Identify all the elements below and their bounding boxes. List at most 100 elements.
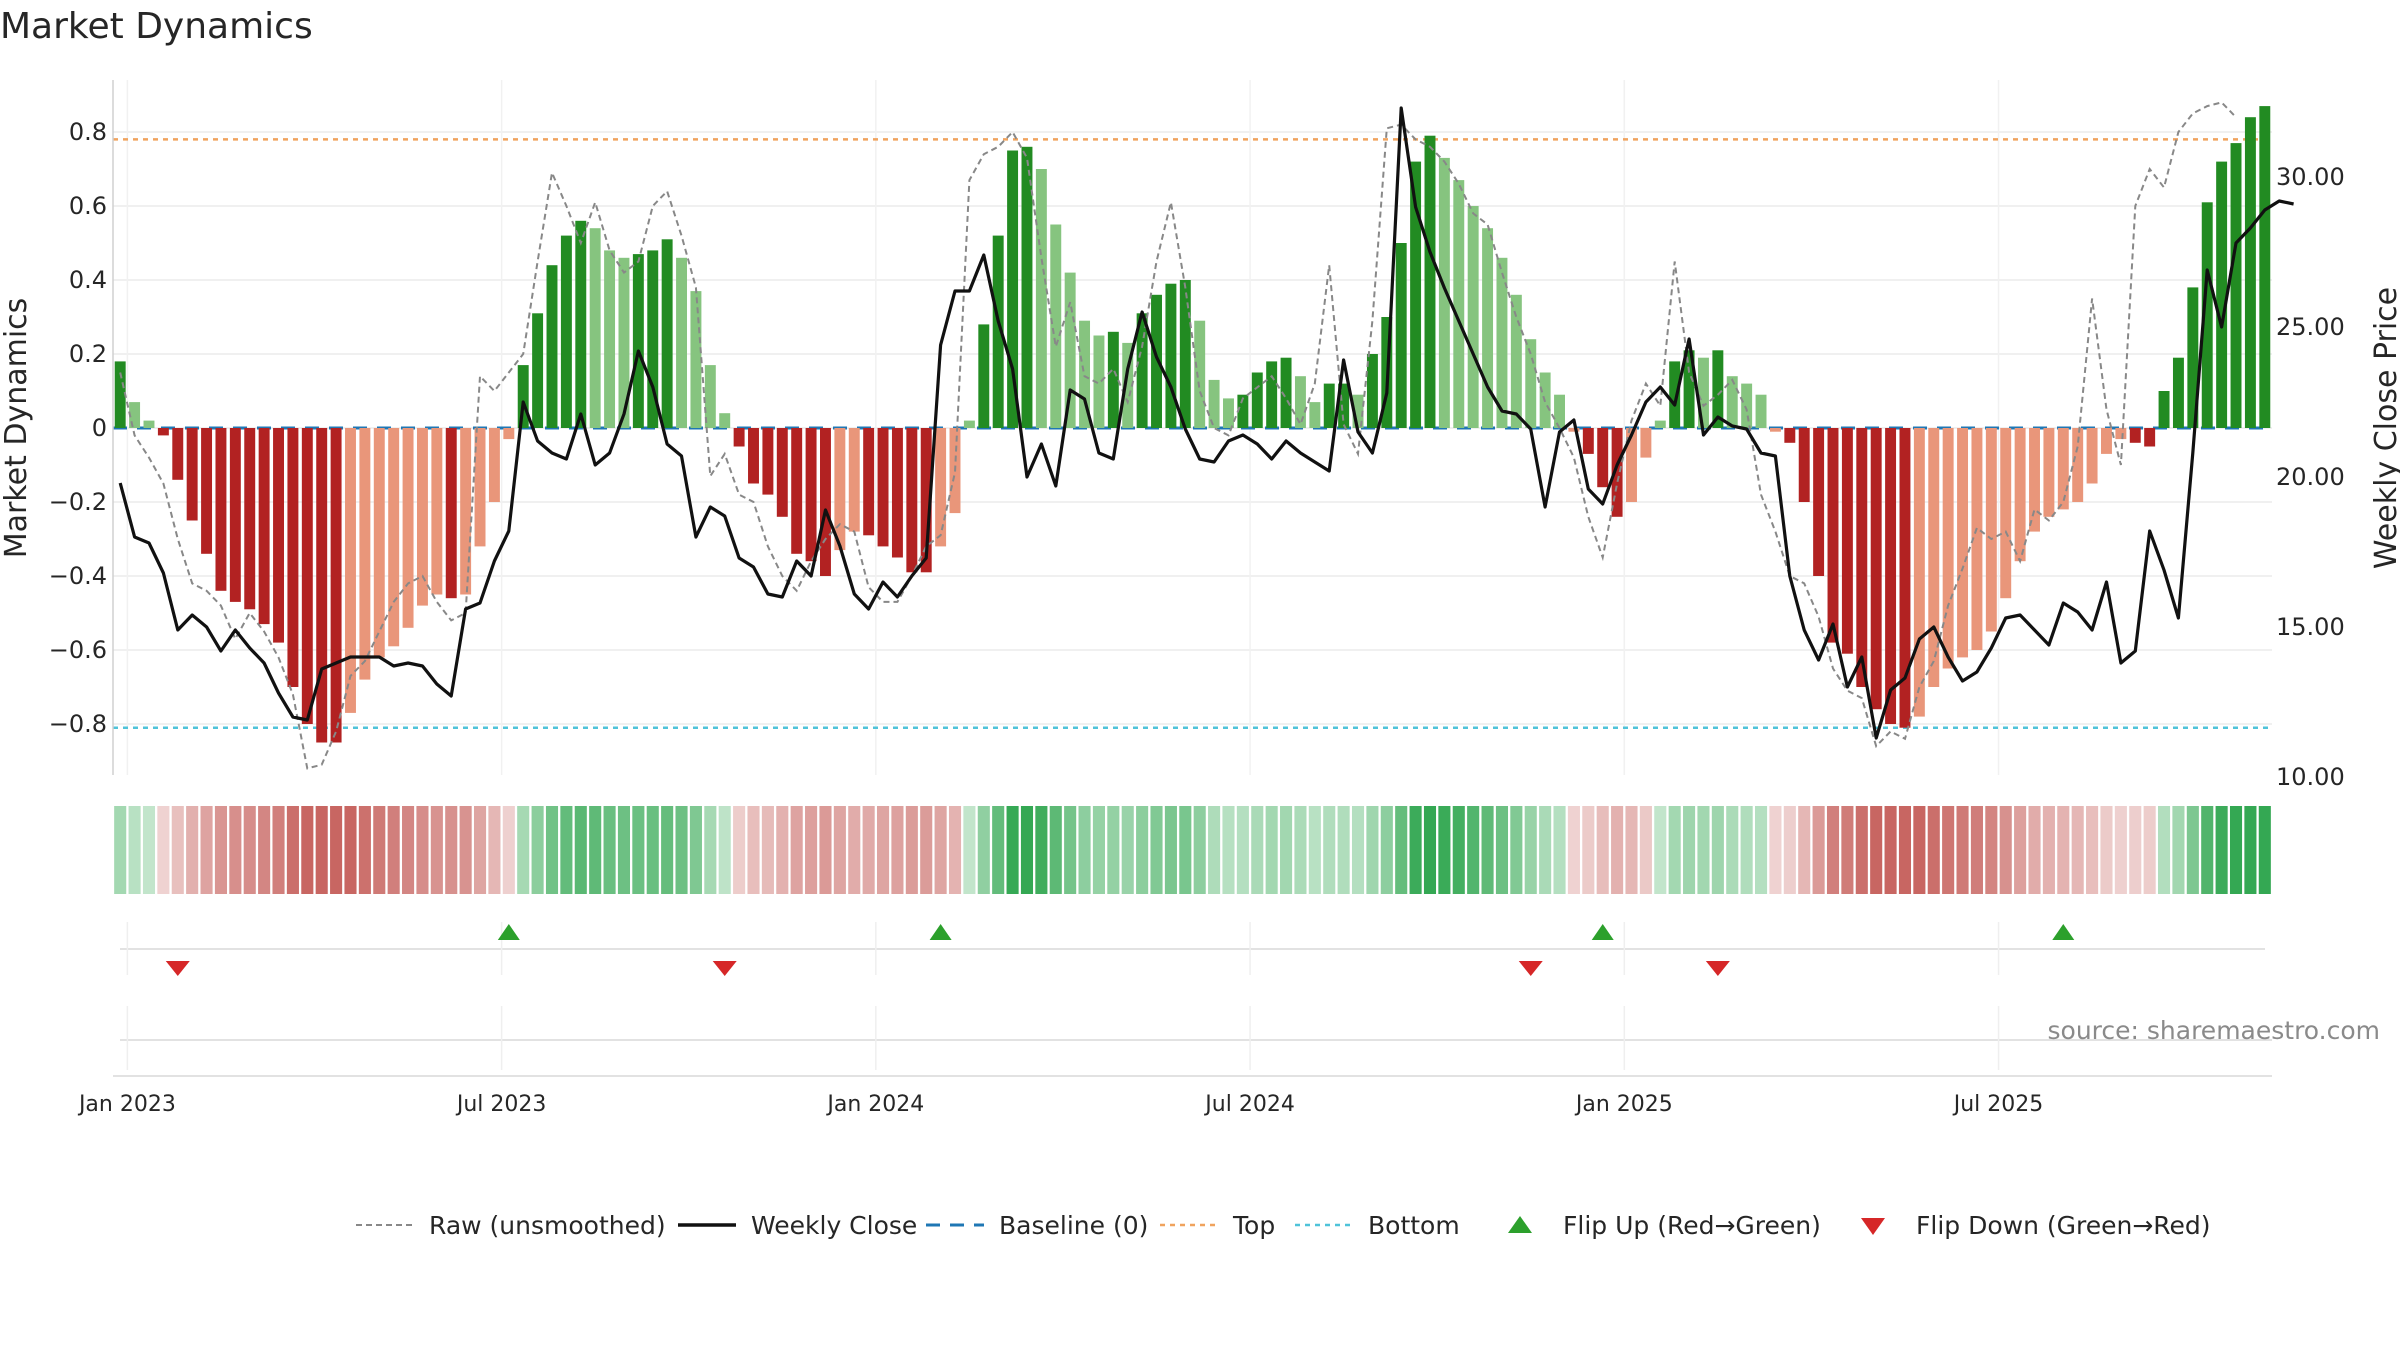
regime-cell — [833, 806, 846, 894]
regime-cell — [1495, 806, 1509, 894]
bar — [503, 428, 515, 440]
bar — [1510, 294, 1522, 428]
flip-up-marker — [497, 924, 520, 940]
x-tick-label: Jul 2024 — [1203, 1092, 1295, 1117]
bar — [258, 428, 270, 625]
regime-cell — [243, 806, 256, 894]
legend-item: Top — [1160, 1211, 1275, 1240]
regime-cell — [373, 806, 386, 894]
bar — [546, 265, 558, 428]
bar — [575, 220, 587, 428]
regime-cell — [1078, 806, 1091, 894]
bar — [690, 291, 702, 428]
bar — [143, 420, 155, 428]
bar — [388, 428, 400, 647]
bar — [2029, 428, 2040, 532]
bar — [1741, 383, 1753, 428]
bar — [1151, 294, 1162, 428]
bar — [460, 428, 472, 595]
bar — [704, 365, 716, 428]
bar — [1410, 161, 1422, 428]
regime-cell — [114, 806, 127, 894]
regime-cell — [1985, 806, 1998, 894]
flip-down-marker — [165, 961, 190, 976]
bar — [604, 250, 616, 428]
bar — [661, 239, 673, 428]
bar — [1568, 428, 1580, 432]
bar — [1885, 428, 1897, 724]
bar — [1640, 428, 1652, 458]
regime-cell — [876, 806, 890, 894]
bar — [345, 428, 356, 713]
regime-cell — [1179, 806, 1192, 894]
bar — [1467, 206, 1479, 428]
regime-cell — [776, 806, 789, 894]
flip-markers-panel — [113, 922, 2272, 1077]
regime-cell — [1193, 806, 1206, 894]
regime-cell — [2186, 806, 2199, 894]
bar — [2187, 287, 2199, 428]
regime-cell — [387, 806, 400, 894]
bar — [416, 428, 428, 606]
regime-cell — [2244, 806, 2257, 894]
bar — [1266, 361, 1278, 428]
bar — [474, 428, 486, 547]
regime-cell — [517, 806, 530, 894]
regime-cell — [2258, 806, 2271, 894]
regime-cell — [1855, 806, 1868, 894]
regime-cell — [459, 806, 472, 894]
regime-cell — [1510, 806, 1523, 894]
regime-cell — [502, 806, 515, 894]
x-axis: Jan 2023 Jul 2023 Jan 2024 Jul 2024 Jan 2025… — [77, 1092, 2043, 1117]
regime-cell — [1236, 806, 1249, 894]
y-tick-label: 0.8 — [69, 118, 107, 146]
bar — [2057, 428, 2069, 510]
y-tick-label: 0.4 — [69, 266, 107, 294]
bar — [1122, 342, 1134, 428]
y-tick-label: −0.8 — [49, 710, 107, 738]
regime-cell — [2100, 806, 2113, 894]
regime-cell — [689, 806, 702, 894]
regime-cell — [1208, 806, 1221, 894]
bar — [244, 428, 256, 610]
regime-cell — [718, 806, 731, 894]
regime-cell — [2028, 806, 2041, 894]
regime-cell — [1136, 806, 1149, 894]
bar — [1064, 272, 1076, 428]
regime-cell — [1438, 806, 1451, 894]
regime-cell — [1798, 806, 1811, 894]
regime-cell — [1366, 806, 1379, 894]
regime-cell — [315, 806, 328, 894]
bar — [2158, 391, 2170, 428]
regime-cell — [330, 806, 343, 894]
bar — [1712, 350, 1724, 428]
regime-cell — [531, 806, 544, 894]
bar — [431, 428, 443, 595]
regime-cell — [1395, 806, 1408, 894]
bar — [1323, 383, 1335, 428]
bar — [2101, 428, 2112, 454]
bar — [2259, 106, 2271, 428]
regime-cell — [1265, 806, 1278, 894]
regime-cell — [977, 806, 990, 894]
regime-cell — [661, 806, 674, 894]
bar — [1985, 428, 1997, 632]
legend-label: Top — [1232, 1211, 1275, 1240]
x-tick-label: Jan 2025 — [1574, 1092, 1673, 1117]
legend-item: Weekly Close — [678, 1211, 917, 1240]
regime-cell — [358, 806, 371, 894]
regime-cell — [992, 806, 1005, 894]
regime-cell — [1711, 806, 1724, 894]
bar — [1136, 313, 1148, 428]
regime-cell — [1726, 806, 1739, 894]
line-series — [118, 101, 2294, 770]
bar — [963, 420, 975, 428]
flip-up-marker — [1591, 924, 1614, 940]
legend-label: Bottom — [1368, 1211, 1460, 1240]
regime-cell — [473, 806, 487, 894]
bar-series — [114, 106, 2271, 743]
regime-cell — [1251, 806, 1264, 894]
axes: 0.8 0.6 0.4 0.2 0 −0.2 −0.4 −0.6 −0.8 30.00 25.00 2… — [49, 80, 2345, 791]
regime-cell — [2086, 806, 2099, 894]
bar — [1856, 428, 1868, 687]
